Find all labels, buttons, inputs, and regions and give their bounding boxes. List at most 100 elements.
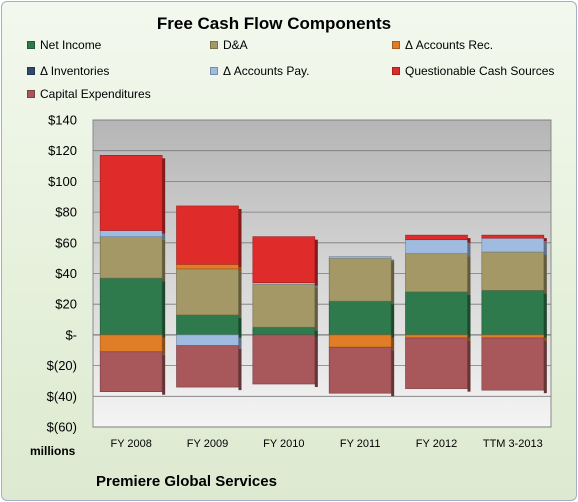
legend-label: Δ Accounts Rec. (405, 38, 494, 52)
bar-segment (176, 268, 239, 316)
bar-segment-side (162, 158, 166, 234)
bar-segment-side (162, 281, 166, 338)
bar-segment-side (238, 208, 242, 268)
bar-segment-side (391, 337, 395, 351)
y-axis-units: millions (30, 444, 76, 458)
legend-item-d-and-a: D&A (210, 38, 248, 52)
legend-swatch (392, 40, 400, 49)
bar-segment (176, 334, 239, 346)
y-tick-label: $40 (55, 266, 77, 281)
bar-segment (176, 314, 239, 336)
bar-segment (328, 256, 392, 259)
bar-segment-side (238, 267, 242, 272)
legend-swatch (27, 66, 35, 75)
bar-segment (99, 155, 163, 231)
bar-segment-side (314, 287, 318, 331)
bar-segment (252, 326, 316, 336)
bar-segment (405, 291, 468, 336)
legend-swatch (210, 66, 218, 75)
bar-segment-side (162, 354, 166, 395)
bar-segment-side (162, 337, 166, 355)
bar-segment (481, 251, 545, 291)
bar-segment-side (543, 255, 547, 294)
y-tick-label: $(20) (47, 358, 77, 373)
bar-segment-side (467, 340, 471, 392)
bar-segment (481, 234, 545, 239)
bar-segment (405, 337, 468, 389)
bar-segment-side (238, 337, 242, 349)
bar-segment (405, 239, 468, 254)
bar-segment-side (391, 259, 395, 262)
legend-item-accounts-rec: Δ Accounts Rec. (392, 38, 493, 52)
x-tick-label: FY 2012 (416, 438, 457, 450)
bar-segment-side (467, 294, 471, 338)
bar-segment (99, 230, 163, 237)
y-tick-label: $140 (48, 113, 77, 128)
company-name: Premiere Global Services (96, 473, 277, 490)
y-tick-label: $- (65, 327, 77, 342)
bar-segment (328, 346, 392, 394)
legend-item-accounts-pay: Δ Accounts Pay. (210, 64, 310, 78)
bar-segment-side (467, 256, 471, 295)
bar-segment (481, 337, 545, 391)
bar-segment-side (543, 340, 547, 394)
legend-label: Δ Accounts Pay. (223, 64, 310, 78)
chart-legend: Net Income D&A Δ Accounts Rec. Δ Invento… (0, 0, 578, 110)
y-tick-label: $(60) (47, 420, 77, 435)
bar-segment-side (391, 261, 395, 305)
bar-segment (176, 345, 239, 388)
y-tick-label: $(40) (47, 389, 77, 404)
y-tick-label: $120 (48, 143, 77, 158)
bar-segment-side (314, 285, 318, 288)
bar-segment (328, 300, 392, 336)
bar-segment (99, 236, 163, 279)
y-tick-label: $60 (55, 235, 77, 250)
bar-segment (99, 334, 163, 353)
bar-segment (405, 334, 468, 339)
bar-segment (99, 277, 163, 336)
bar-segment-side (391, 350, 395, 397)
bar-segment (405, 253, 468, 293)
bar-segment-side (314, 337, 318, 388)
bar-segment-side (162, 233, 166, 240)
bar-segment-side (543, 293, 547, 338)
bar-segment-side (543, 337, 547, 341)
legend-label: Questionable Cash Sources (405, 64, 555, 78)
legend-item-inventories: Δ Inventories (27, 64, 109, 78)
legend-label: Net Income (40, 38, 102, 52)
bar-segment (252, 236, 316, 284)
x-tick-label: FY 2008 (110, 438, 151, 450)
bar-segment-side (467, 242, 471, 257)
bar-segment (176, 263, 239, 270)
legend-swatch (392, 66, 400, 75)
bar-segment (328, 257, 392, 302)
chart-title: Free Cash Flow Components (156, 14, 392, 33)
bar-segment-side (391, 304, 395, 338)
x-tick-label: TTM 3-2013 (483, 438, 543, 450)
bar-segment (176, 205, 239, 265)
bar-segment (481, 237, 545, 253)
legend-swatch (210, 40, 218, 49)
legend-swatch (27, 89, 35, 98)
y-tick-label: $80 (55, 205, 77, 220)
bar-segment-side (467, 337, 471, 341)
x-tick-label: FY 2011 (340, 438, 381, 450)
bar-segment-side (238, 317, 242, 338)
bar-segment (481, 334, 545, 339)
bar-segment (252, 283, 316, 328)
legend-item-net-income: Net Income (27, 38, 101, 52)
y-tick-label: $100 (48, 174, 77, 189)
x-tick-label: FY 2009 (187, 438, 228, 450)
x-tick-label: FY 2010 (263, 438, 304, 450)
legend-swatch (27, 40, 35, 49)
legend-item-capex: Capital Expenditures (27, 87, 151, 101)
bar-segment-side (238, 271, 242, 318)
bar-segment (481, 290, 545, 336)
bar-segment-side (543, 238, 547, 242)
bar-segment (252, 334, 316, 385)
legend-label: Δ Inventories (40, 64, 110, 78)
legend-item-questionable-cash: Questionable Cash Sources (392, 64, 554, 78)
bar-segment-side (238, 348, 242, 391)
bar-segment (328, 334, 392, 348)
